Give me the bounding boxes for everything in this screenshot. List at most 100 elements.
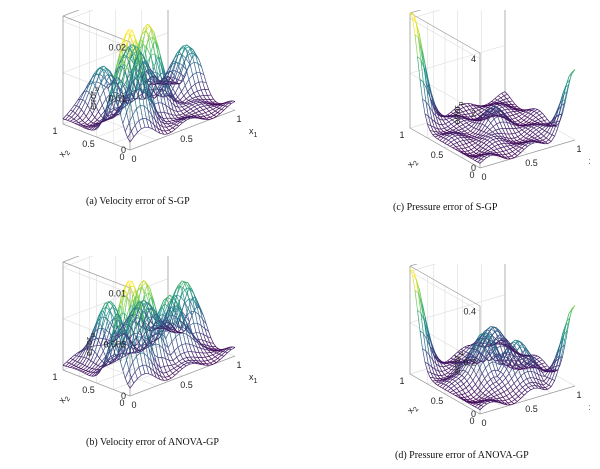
mesh-line	[91, 332, 95, 341]
mesh-line	[506, 150, 510, 154]
mesh-line	[151, 92, 155, 105]
x1-tick-label: 1	[576, 144, 581, 154]
mesh-line	[140, 62, 144, 67]
mesh-line	[153, 31, 157, 43]
mesh-line	[457, 150, 461, 153]
mesh-line	[227, 349, 232, 353]
mesh-line	[200, 347, 205, 350]
mesh-line	[132, 108, 137, 116]
mesh-line	[211, 356, 216, 360]
mesh-line	[526, 130, 531, 134]
mesh-line	[132, 315, 136, 319]
mesh-line	[86, 340, 90, 345]
mesh-line	[187, 311, 192, 315]
mesh-line	[173, 316, 177, 325]
mesh-line	[191, 83, 196, 88]
mesh-line	[94, 85, 98, 92]
mesh-line	[114, 109, 118, 112]
mesh-line	[195, 95, 200, 98]
mesh-line	[426, 89, 430, 107]
mesh-line	[197, 62, 202, 67]
mesh-line	[82, 357, 87, 365]
mesh-line	[190, 297, 194, 302]
mesh-line	[543, 132, 548, 137]
mesh-line	[169, 298, 173, 306]
mesh-line	[123, 33, 127, 47]
mesh-line	[187, 301, 191, 309]
mesh-line	[199, 102, 203, 105]
mesh-line	[198, 339, 202, 344]
mesh-line	[174, 301, 180, 314]
mesh-line	[197, 104, 201, 108]
mesh-line	[202, 117, 206, 120]
mesh-line	[471, 122, 476, 127]
mesh-line	[126, 352, 130, 355]
mesh-line	[512, 128, 516, 134]
mesh-line	[125, 47, 129, 52]
mesh-line	[182, 77, 186, 86]
mesh-line	[138, 364, 143, 368]
mesh-line	[494, 133, 498, 137]
mesh-line	[486, 132, 490, 135]
mesh-line	[221, 351, 226, 356]
mesh-line	[128, 61, 132, 71]
mesh-line	[181, 106, 185, 110]
mesh-line	[124, 46, 128, 65]
mesh-line	[168, 327, 172, 331]
mesh-line	[478, 124, 483, 130]
mesh-line	[518, 116, 522, 119]
mesh-line	[100, 316, 105, 319]
mesh-line	[228, 348, 232, 350]
mesh-line	[147, 63, 151, 69]
mesh-line	[467, 116, 471, 120]
mesh-line	[547, 141, 552, 144]
mesh-line	[501, 154, 505, 158]
mesh-line	[452, 134, 456, 137]
mesh-line	[170, 84, 174, 89]
mesh-line	[111, 75, 115, 78]
mesh-line	[157, 114, 161, 122]
mesh-line	[170, 91, 174, 97]
x1-tick-label: 0	[131, 400, 136, 410]
mesh-line	[467, 155, 471, 158]
mesh-line	[120, 95, 124, 102]
mesh-line	[513, 147, 516, 150]
mesh-line	[150, 297, 154, 301]
surface-mesh	[62, 280, 236, 389]
mesh-line	[71, 112, 76, 118]
mesh-line	[190, 101, 194, 103]
mesh-line	[166, 372, 170, 377]
mesh-line	[499, 128, 503, 130]
mesh-line	[190, 356, 193, 361]
mesh-line	[186, 334, 191, 338]
mesh-line	[160, 59, 165, 69]
mesh-line	[180, 66, 184, 75]
mesh-line	[538, 117, 542, 120]
mesh-line	[493, 150, 497, 153]
mesh-line	[138, 287, 142, 301]
mesh-line	[127, 78, 131, 87]
mesh-line	[161, 357, 165, 367]
mesh-line	[186, 288, 190, 294]
mesh-line	[198, 362, 202, 365]
mesh-line	[205, 110, 210, 113]
mesh-line	[170, 123, 175, 127]
mesh-line	[188, 343, 193, 352]
mesh-line	[128, 123, 132, 132]
mesh-line	[527, 143, 532, 147]
mesh-line	[481, 108, 485, 111]
mesh-line	[76, 366, 79, 368]
mesh-line	[162, 329, 166, 332]
mesh-line	[137, 75, 141, 87]
mesh-line	[148, 39, 152, 55]
mesh-line	[419, 79, 423, 100]
mesh-line	[189, 64, 193, 75]
mesh-line	[164, 83, 169, 92]
mesh-line	[493, 148, 498, 151]
mesh-line	[138, 117, 143, 121]
mesh-line	[413, 13, 417, 22]
mesh-line	[222, 102, 226, 104]
mesh-line	[107, 356, 111, 363]
mesh-line	[194, 338, 198, 341]
mesh-line	[184, 106, 189, 110]
